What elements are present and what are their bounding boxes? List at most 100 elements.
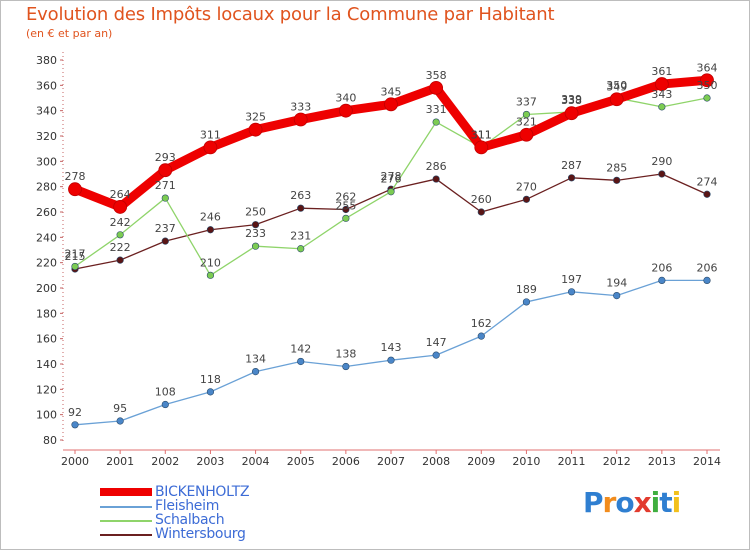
- y-tick-label: 180: [36, 307, 57, 320]
- legend-swatch: [100, 520, 152, 522]
- data-point-bickenholtz: [519, 127, 534, 142]
- data-point-schalbach: [251, 242, 260, 250]
- data-point-wintersbourg: [613, 176, 621, 184]
- data-label-wintersbourg: 222: [110, 241, 131, 254]
- data-point-wintersbourg: [342, 205, 350, 214]
- logo-letter: o: [615, 486, 634, 519]
- y-tick-label: 160: [36, 333, 57, 346]
- x-tick-label: 2013: [648, 455, 676, 468]
- data-label-fleisheim: 108: [155, 386, 176, 399]
- data-label-fleisheim: 134: [245, 353, 266, 366]
- data-label-schalbach: 331: [426, 103, 447, 116]
- y-tick-label: 300: [36, 155, 57, 168]
- data-point-bickenholtz: [429, 80, 444, 95]
- data-label-fleisheim: 197: [561, 273, 582, 286]
- chart-subtitle: (en € et par an): [26, 27, 113, 40]
- data-label-bickenholtz: 264: [110, 188, 131, 201]
- data-label-wintersbourg: 285: [606, 161, 627, 174]
- data-point-schalbach: [116, 231, 124, 239]
- data-point-schalbach: [206, 271, 215, 279]
- data-label-fleisheim: 206: [651, 261, 672, 274]
- data-label-wintersbourg: 215: [65, 250, 86, 263]
- data-label-schalbach: 242: [110, 216, 131, 229]
- x-tick-label: 2003: [196, 455, 224, 468]
- x-tick-label: 2002: [151, 455, 179, 468]
- data-point-bickenholtz: [384, 97, 398, 112]
- data-point-wintersbourg: [116, 256, 124, 264]
- data-point-wintersbourg: [206, 226, 215, 234]
- data-point-fleisheim: [161, 400, 169, 409]
- x-tick-label: 2008: [422, 455, 450, 468]
- y-tick-label: 340: [36, 105, 57, 118]
- legend-label: Schalbach: [155, 512, 225, 528]
- legend-item-schalbach: Schalbach: [100, 512, 340, 528]
- data-label-wintersbourg: 263: [290, 189, 311, 202]
- data-label-wintersbourg: 274: [697, 175, 718, 188]
- data-point-wintersbourg: [522, 195, 531, 203]
- data-label-fleisheim: 147: [426, 336, 447, 349]
- data-label-schalbach: 271: [155, 179, 176, 192]
- data-point-fleisheim: [387, 356, 395, 364]
- proxiti-logo: Proxiti: [583, 486, 681, 519]
- data-point-bickenholtz: [248, 122, 263, 137]
- data-point-wintersbourg: [432, 175, 440, 183]
- data-point-bickenholtz: [338, 103, 353, 118]
- data-point-fleisheim: [116, 417, 124, 425]
- y-tick-label: 380: [36, 54, 57, 67]
- data-label-wintersbourg: 250: [245, 206, 266, 219]
- x-tick-label: 2010: [512, 455, 540, 468]
- x-tick-label: 2000: [61, 455, 89, 468]
- y-tick-label: 220: [36, 257, 57, 270]
- x-tick-label: 2001: [106, 455, 134, 468]
- data-label-bickenholtz: 321: [516, 116, 537, 129]
- data-point-schalbach: [658, 103, 666, 111]
- data-label-fleisheim: 206: [697, 261, 718, 274]
- data-label-schalbach: 350: [697, 79, 718, 92]
- x-tick-label: 2011: [558, 455, 586, 468]
- data-point-bickenholtz: [68, 182, 82, 197]
- logo-letter: i: [650, 486, 661, 519]
- data-point-schalbach: [522, 110, 531, 119]
- x-tick-label: 2006: [332, 455, 360, 468]
- data-label-fleisheim: 118: [200, 373, 221, 386]
- data-label-schalbach: 231: [290, 230, 311, 243]
- data-label-wintersbourg: 260: [471, 193, 492, 206]
- data-point-fleisheim: [703, 276, 711, 285]
- data-label-bickenholtz: 340: [335, 92, 356, 105]
- data-label-schalbach: 311: [471, 128, 492, 141]
- y-tick-label: 80: [43, 434, 57, 447]
- data-label-bickenholtz: 338: [561, 94, 582, 107]
- logo-letter: P: [583, 486, 604, 519]
- data-label-wintersbourg: 278: [381, 170, 402, 183]
- data-label-bickenholtz: 349: [606, 80, 627, 93]
- data-label-bickenholtz: 311: [200, 128, 221, 141]
- data-point-fleisheim: [71, 421, 79, 429]
- data-point-bickenholtz: [293, 112, 308, 127]
- data-point-wintersbourg: [297, 204, 305, 212]
- data-point-fleisheim: [658, 276, 666, 285]
- data-label-wintersbourg: 290: [651, 155, 672, 168]
- data-label-bickenholtz: 278: [65, 170, 86, 183]
- data-label-wintersbourg: 246: [200, 211, 221, 224]
- data-point-wintersbourg: [567, 174, 576, 182]
- logo-letter: x: [633, 486, 652, 519]
- data-point-fleisheim: [567, 288, 576, 296]
- data-label-schalbach: 210: [200, 256, 221, 269]
- data-point-fleisheim: [206, 388, 215, 396]
- data-label-schalbach: 339: [561, 93, 582, 106]
- y-tick-label: 140: [36, 358, 57, 371]
- data-label-bickenholtz: 333: [290, 101, 311, 114]
- data-point-fleisheim: [477, 332, 485, 340]
- data-label-fleisheim: 162: [471, 317, 492, 330]
- data-label-schalbach: 350: [606, 79, 627, 92]
- data-label-fleisheim: 142: [290, 342, 311, 355]
- data-point-schalbach: [71, 262, 79, 271]
- data-label-fleisheim: 92: [68, 406, 82, 419]
- x-tick-label: 2005: [287, 455, 315, 468]
- data-point-schalbach: [342, 214, 350, 222]
- data-point-wintersbourg: [703, 190, 711, 198]
- data-label-bickenholtz: 361: [651, 65, 672, 78]
- data-point-wintersbourg: [477, 208, 485, 216]
- logo-letter: t: [659, 486, 672, 519]
